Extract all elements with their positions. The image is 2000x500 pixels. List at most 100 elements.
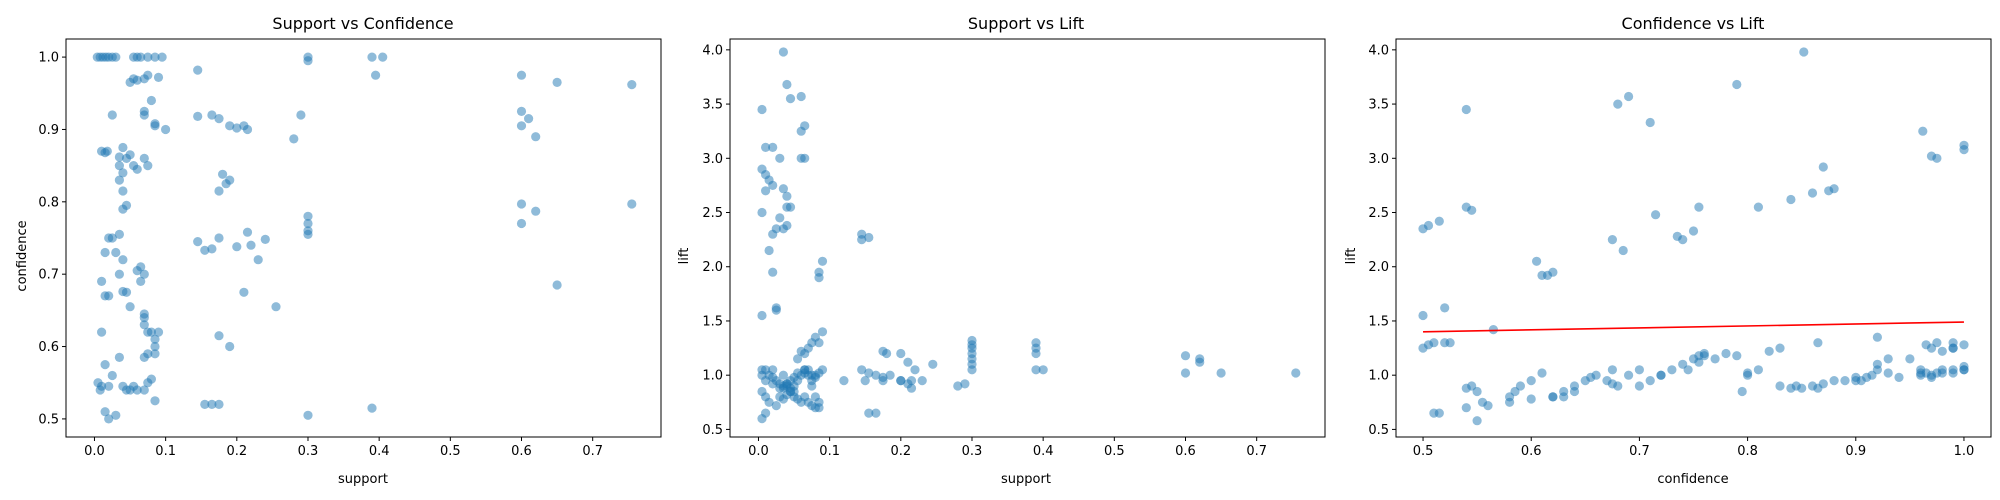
data-point	[1532, 256, 1542, 266]
data-point	[367, 52, 377, 62]
data-point	[1807, 188, 1818, 198]
data-point	[516, 106, 527, 116]
data-point	[1645, 376, 1655, 386]
data-point	[136, 276, 146, 286]
data-point	[218, 169, 228, 179]
data-point	[139, 352, 149, 362]
data-point	[768, 142, 778, 152]
data-point	[114, 352, 124, 362]
x-tick-label: 0.4	[1033, 444, 1054, 459]
data-point	[1959, 340, 1969, 350]
data-point	[153, 72, 164, 82]
data-point	[807, 381, 817, 391]
data-point	[775, 153, 785, 163]
data-point	[1613, 99, 1623, 109]
data-point	[1461, 403, 1471, 413]
data-point	[757, 310, 767, 321]
x-tick-label: 0.9	[1845, 444, 1866, 459]
data-point	[864, 408, 874, 418]
data-point	[928, 359, 938, 369]
data-point	[857, 365, 867, 375]
data-point	[1467, 205, 1477, 215]
data-point	[97, 381, 107, 391]
data-point	[1607, 235, 1617, 245]
data-point	[1434, 408, 1444, 418]
y-tick-label: 0.5	[1368, 423, 1389, 438]
data-point	[253, 255, 263, 265]
data-point	[796, 126, 806, 136]
data-point	[214, 114, 224, 124]
data-point	[967, 365, 977, 375]
data-point	[118, 255, 128, 265]
trend-line	[1423, 321, 1964, 333]
support-vs-lift-panel: Support vs Lift support lift 0.0 0.1 0.2 0.…	[677, 14, 1326, 487]
data-point	[242, 227, 253, 237]
y-tick-label: 0.6	[38, 340, 59, 355]
data-point	[100, 407, 110, 417]
x-tick-label: 0.5	[440, 444, 461, 459]
data-point	[104, 381, 114, 391]
data-points	[1418, 47, 1969, 426]
data-point	[107, 370, 117, 381]
data-point	[1483, 401, 1493, 411]
data-point	[1764, 346, 1774, 356]
data-point	[1948, 338, 1958, 348]
data-point	[111, 410, 121, 420]
data-point	[260, 234, 270, 244]
data-point	[1683, 365, 1693, 375]
data-point	[516, 70, 527, 80]
data-point	[778, 370, 789, 380]
x-tick-label: 0.6	[511, 444, 532, 459]
data-point	[524, 114, 534, 124]
data-point	[1445, 338, 1455, 348]
data-point	[150, 334, 160, 344]
data-point	[1753, 202, 1763, 212]
y-tick-label: 0.5	[702, 423, 723, 438]
data-point	[1737, 386, 1747, 397]
x-axis-label: confidence	[1657, 472, 1728, 487]
data-point	[1031, 348, 1041, 359]
data-point	[782, 191, 792, 201]
data-point	[150, 119, 160, 129]
plot-frame	[1395, 38, 1992, 438]
data-point	[1180, 351, 1191, 361]
data-point	[775, 213, 785, 223]
data-point	[1743, 368, 1753, 378]
data-point	[885, 370, 895, 380]
data-point	[225, 175, 235, 185]
data-point	[102, 146, 112, 156]
data-point	[225, 121, 235, 131]
data-point	[214, 186, 224, 196]
data-point	[114, 269, 124, 279]
x-tick-label: 0.7	[1629, 444, 1650, 459]
data-point	[814, 338, 824, 348]
data-point	[516, 199, 527, 209]
data-point	[896, 348, 906, 359]
data-point	[1694, 357, 1704, 367]
data-point	[1926, 372, 1937, 382]
data-point	[1488, 325, 1498, 335]
data-point	[771, 303, 781, 313]
data-point	[157, 52, 167, 62]
data-point	[1216, 368, 1226, 378]
data-point	[303, 410, 313, 420]
data-point	[1959, 145, 1969, 155]
data-point	[161, 124, 171, 135]
panel-title: Support vs Confidence	[272, 14, 453, 33]
data-point	[371, 70, 381, 80]
data-point	[1472, 386, 1482, 397]
data-point	[1418, 224, 1428, 234]
data-point	[839, 376, 849, 386]
data-point	[1548, 392, 1558, 402]
y-axis-label: lift	[1344, 248, 1359, 265]
data-point	[1688, 226, 1699, 236]
data-point	[810, 372, 821, 382]
data-point	[793, 368, 803, 378]
x-tick-label: 1.0	[1954, 444, 1975, 459]
data-point	[960, 379, 970, 389]
y-tick-label: 0.5	[38, 412, 59, 427]
data-points	[757, 47, 1301, 424]
data-point	[793, 354, 803, 364]
data-point	[1537, 368, 1547, 378]
plot-frame	[729, 38, 1326, 438]
